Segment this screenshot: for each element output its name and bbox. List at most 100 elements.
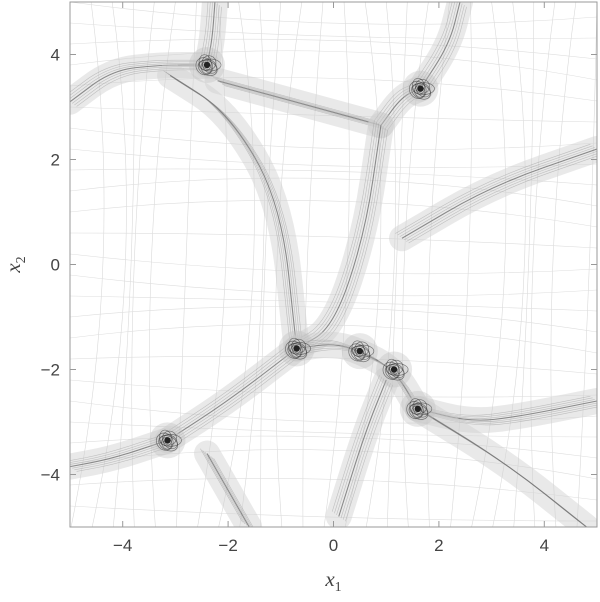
cluster-point: [417, 85, 424, 92]
mesh-line: [70, 356, 597, 375]
cluster-4: [376, 351, 413, 388]
mesh-line: [274, 2, 303, 527]
cluster-loop: [288, 337, 302, 355]
mesh-line: [513, 2, 535, 527]
band-strand: [221, 83, 386, 129]
band-strand: [331, 375, 380, 512]
band-strand: [294, 123, 380, 348]
band-strand: [160, 343, 291, 436]
band-strand: [303, 349, 425, 414]
mesh-line: [70, 106, 597, 123]
mesh-line: [70, 77, 597, 102]
mesh-line: [365, 2, 396, 527]
band-6: [283, 112, 394, 362]
band-core: [417, 408, 587, 527]
mesh-line: [344, 2, 382, 527]
mesh-line: [70, 232, 597, 249]
mesh-line: [70, 379, 597, 398]
band-strand: [376, 85, 417, 123]
band-halo: [325, 367, 400, 527]
band-core: [206, 453, 250, 527]
y-tick-label: −2: [41, 361, 60, 380]
band-strand: [406, 153, 597, 242]
cluster-loop: [412, 403, 429, 418]
cluster-loop: [389, 363, 405, 379]
x-axis-title-sub: 1: [335, 580, 342, 595]
band-core: [401, 148, 597, 239]
band-strand: [72, 66, 210, 104]
cluster-loop: [411, 405, 423, 418]
mesh-line: [70, 478, 597, 501]
band-core: [167, 348, 297, 441]
band-halo: [154, 335, 310, 454]
band-core: [217, 80, 382, 126]
cluster-point: [356, 347, 364, 355]
band-core: [169, 75, 298, 349]
band-strand: [173, 353, 304, 446]
band-strand: [74, 67, 212, 106]
clusters-layer: [149, 47, 439, 459]
band-strand: [411, 395, 591, 416]
band-strand: [289, 120, 375, 344]
band-strand: [426, 6, 467, 94]
cluster-loop: [414, 85, 426, 98]
band-7: [389, 136, 597, 252]
y-tick-label: 4: [51, 46, 60, 65]
band-core: [296, 125, 382, 349]
band-strand: [340, 381, 389, 519]
cluster-loop: [351, 340, 365, 358]
band-strand: [76, 444, 175, 472]
mesh-line: [239, 2, 266, 527]
x-axis-title: x1: [324, 567, 341, 595]
band-strand: [404, 151, 597, 241]
mesh-line: [70, 306, 597, 333]
band-strand: [345, 384, 394, 522]
band-strand: [72, 441, 170, 469]
mesh-line: [402, 2, 429, 527]
x-tick-label: −2: [218, 536, 237, 555]
mesh-line: [450, 2, 472, 527]
cluster-loop: [291, 342, 307, 358]
mesh-line: [91, 2, 127, 527]
mesh-line: [70, 22, 597, 39]
x-axis-ticks: −4 −2 0 2 4: [113, 2, 549, 555]
mesh-line: [426, 2, 450, 527]
band-strand: [415, 2, 456, 86]
band-strand: [399, 147, 595, 237]
band-strand: [219, 82, 384, 128]
y-axis-title-sub: 2: [14, 256, 29, 263]
band-strand: [292, 122, 377, 346]
cluster-loop: [198, 54, 212, 71]
band-strand: [422, 404, 597, 424]
band-14: [325, 367, 400, 527]
cluster-point: [390, 366, 398, 373]
mesh-line: [302, 2, 324, 527]
mesh-line: [70, 295, 597, 312]
y-axis-title-main: x: [1, 263, 25, 274]
band-core: [70, 439, 168, 468]
cluster-loop: [353, 347, 365, 361]
mesh-line: [550, 2, 577, 527]
band-strand: [162, 345, 293, 438]
cluster-loop: [290, 345, 302, 358]
band-strand: [413, 2, 453, 84]
mesh-line: [70, 177, 597, 207]
mesh-line: [70, 274, 597, 297]
band-strand: [204, 451, 248, 526]
mesh-line: [492, 2, 526, 527]
band-strand: [213, 458, 254, 527]
cluster-point: [293, 345, 300, 352]
mesh-line: [70, 38, 597, 60]
band-strand: [408, 155, 597, 244]
cluster-loop: [385, 358, 399, 376]
band-strand: [200, 448, 243, 523]
band-strand: [300, 128, 386, 352]
mesh-line: [530, 2, 556, 527]
band-strand: [202, 450, 246, 524]
mesh-line: [323, 2, 350, 527]
band-strand: [70, 63, 205, 99]
band-3: [204, 67, 394, 139]
band-strand: [70, 438, 166, 465]
band-strand: [415, 399, 595, 419]
cluster-0: [189, 47, 226, 83]
